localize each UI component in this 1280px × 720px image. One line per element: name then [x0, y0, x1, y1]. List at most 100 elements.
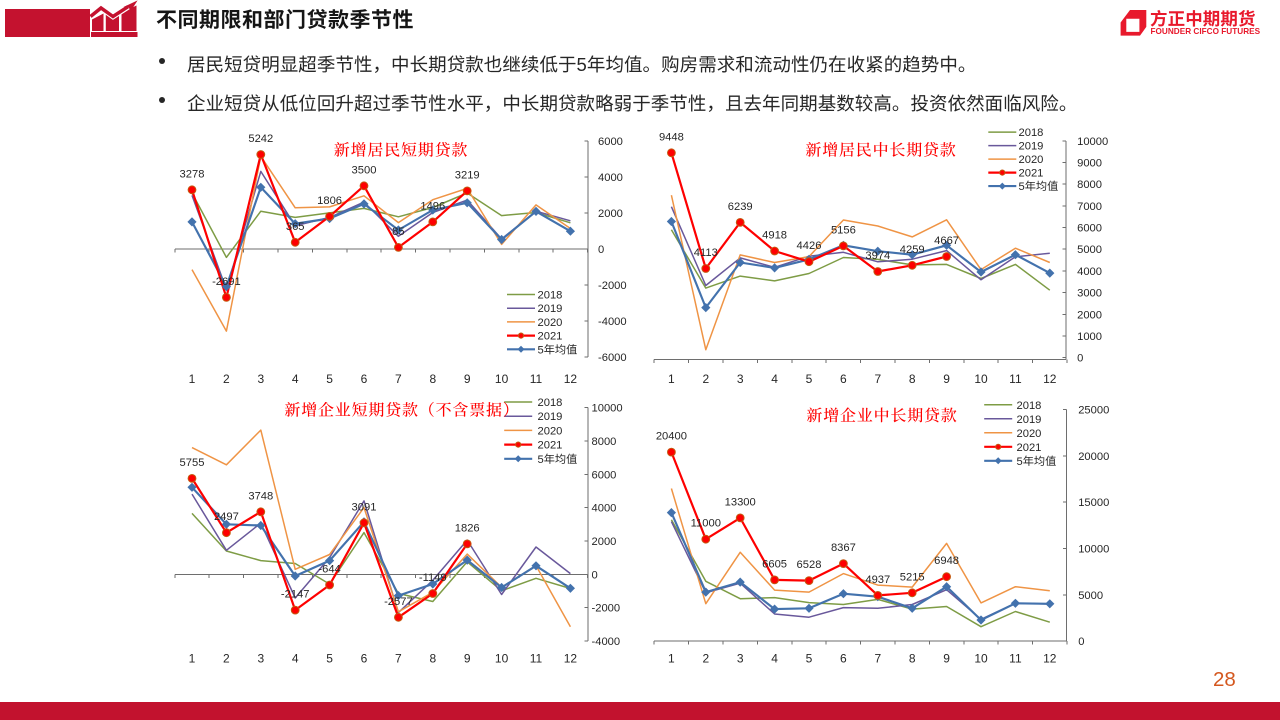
svg-text:5年均值: 5年均值 — [538, 343, 578, 356]
svg-text:8: 8 — [909, 652, 916, 666]
svg-text:12: 12 — [1043, 652, 1057, 666]
svg-text:-6000: -6000 — [598, 352, 627, 364]
svg-text:10: 10 — [974, 652, 988, 666]
svg-text:10000: 10000 — [592, 403, 623, 415]
svg-text:8: 8 — [909, 372, 916, 386]
svg-text:4: 4 — [292, 372, 299, 386]
svg-text:新增企业中长期贷款: 新增企业中长期贷款 — [806, 403, 957, 426]
svg-text:-2691: -2691 — [212, 276, 241, 288]
svg-text:11: 11 — [530, 652, 543, 666]
svg-text:5755: 5755 — [180, 457, 205, 469]
svg-text:15000: 15000 — [1078, 497, 1109, 509]
svg-text:新增居民短期贷款: 新增居民短期贷款 — [334, 138, 468, 161]
svg-text:2018: 2018 — [538, 290, 563, 302]
svg-text:5000: 5000 — [1078, 590, 1103, 602]
svg-text:3974: 3974 — [865, 250, 890, 262]
svg-text:2000: 2000 — [592, 536, 617, 548]
svg-text:5年均值: 5年均值 — [1017, 455, 1057, 468]
svg-text:20400: 20400 — [656, 431, 687, 443]
svg-text:4113: 4113 — [694, 247, 718, 259]
svg-text:2000: 2000 — [598, 208, 623, 220]
svg-text:2019: 2019 — [538, 411, 563, 423]
svg-text:4937: 4937 — [865, 574, 890, 586]
svg-text:11: 11 — [1009, 372, 1022, 386]
svg-text:10: 10 — [495, 652, 509, 666]
svg-text:4: 4 — [771, 652, 778, 666]
svg-text:7: 7 — [874, 652, 881, 666]
svg-text:4000: 4000 — [1077, 266, 1102, 278]
svg-text:6: 6 — [361, 652, 368, 666]
svg-text:4667: 4667 — [934, 235, 959, 247]
svg-text:10000: 10000 — [1078, 544, 1109, 556]
svg-text:8367: 8367 — [831, 542, 856, 554]
svg-text:2019: 2019 — [1017, 414, 1042, 426]
svg-text:4918: 4918 — [762, 230, 787, 242]
svg-text:1826: 1826 — [455, 522, 480, 534]
svg-text:-4000: -4000 — [598, 316, 627, 328]
svg-text:9: 9 — [943, 652, 950, 666]
svg-text:2497: 2497 — [214, 511, 239, 523]
svg-text:1: 1 — [668, 372, 675, 386]
svg-text:1496: 1496 — [420, 200, 445, 212]
svg-text:11: 11 — [1009, 652, 1022, 666]
svg-text:0: 0 — [1078, 636, 1084, 648]
svg-text:8: 8 — [429, 372, 436, 386]
svg-text:5156: 5156 — [831, 224, 856, 236]
svg-text:2020: 2020 — [538, 317, 563, 329]
svg-text:4259: 4259 — [900, 244, 925, 256]
svg-text:5年均值: 5年均值 — [1019, 180, 1059, 193]
svg-text:0: 0 — [598, 244, 604, 256]
svg-text:9: 9 — [464, 652, 471, 666]
svg-text:9000: 9000 — [1077, 158, 1102, 170]
svg-text:2020: 2020 — [538, 425, 563, 437]
svg-text:3: 3 — [257, 652, 264, 666]
svg-text:4: 4 — [292, 652, 299, 666]
svg-text:4000: 4000 — [592, 503, 617, 515]
svg-text:6000: 6000 — [1077, 223, 1102, 235]
svg-text:2019: 2019 — [538, 303, 563, 315]
svg-text:8: 8 — [429, 652, 436, 666]
svg-text:0: 0 — [592, 569, 598, 581]
svg-text:2000: 2000 — [1077, 309, 1102, 321]
svg-text:3000: 3000 — [1077, 288, 1102, 300]
svg-text:9: 9 — [464, 372, 471, 386]
svg-text:1: 1 — [189, 652, 196, 666]
svg-text:10: 10 — [974, 372, 988, 386]
svg-text:365: 365 — [286, 221, 305, 233]
svg-text:3: 3 — [257, 372, 264, 386]
svg-text:2021: 2021 — [1019, 168, 1044, 180]
svg-text:新增企业短期贷款（不含票据）: 新增企业短期贷款（不含票据） — [284, 398, 519, 421]
svg-text:10000: 10000 — [1077, 136, 1108, 148]
svg-text:7000: 7000 — [1077, 201, 1102, 213]
svg-text:5年均值: 5年均值 — [538, 453, 578, 466]
svg-text:12: 12 — [564, 652, 578, 666]
svg-text:4426: 4426 — [797, 240, 822, 252]
svg-text:10: 10 — [495, 372, 509, 386]
svg-text:-4000: -4000 — [592, 636, 621, 648]
svg-text:20000: 20000 — [1078, 451, 1109, 463]
svg-text:3500: 3500 — [352, 164, 377, 176]
svg-text:8000: 8000 — [1077, 179, 1102, 191]
svg-text:3091: 3091 — [352, 501, 377, 513]
svg-text:1806: 1806 — [317, 195, 342, 207]
svg-text:11000: 11000 — [691, 518, 721, 530]
svg-text:1000: 1000 — [1077, 331, 1102, 343]
svg-text:-1149: -1149 — [419, 572, 447, 584]
svg-text:2018: 2018 — [1019, 127, 1044, 139]
svg-text:2: 2 — [702, 652, 709, 666]
svg-text:1: 1 — [668, 652, 675, 666]
svg-text:2: 2 — [223, 372, 230, 386]
svg-text:5: 5 — [806, 372, 813, 386]
svg-text:2: 2 — [702, 372, 709, 386]
svg-text:2021: 2021 — [1017, 442, 1042, 454]
svg-text:3748: 3748 — [248, 490, 273, 502]
svg-text:4000: 4000 — [598, 172, 623, 184]
svg-text:6605: 6605 — [762, 558, 787, 570]
svg-text:5: 5 — [326, 652, 333, 666]
svg-text:6000: 6000 — [598, 136, 623, 148]
svg-text:6528: 6528 — [797, 559, 822, 571]
svg-text:9: 9 — [943, 372, 950, 386]
svg-text:3: 3 — [737, 372, 744, 386]
svg-text:12: 12 — [564, 372, 578, 386]
svg-text:7: 7 — [395, 372, 402, 386]
